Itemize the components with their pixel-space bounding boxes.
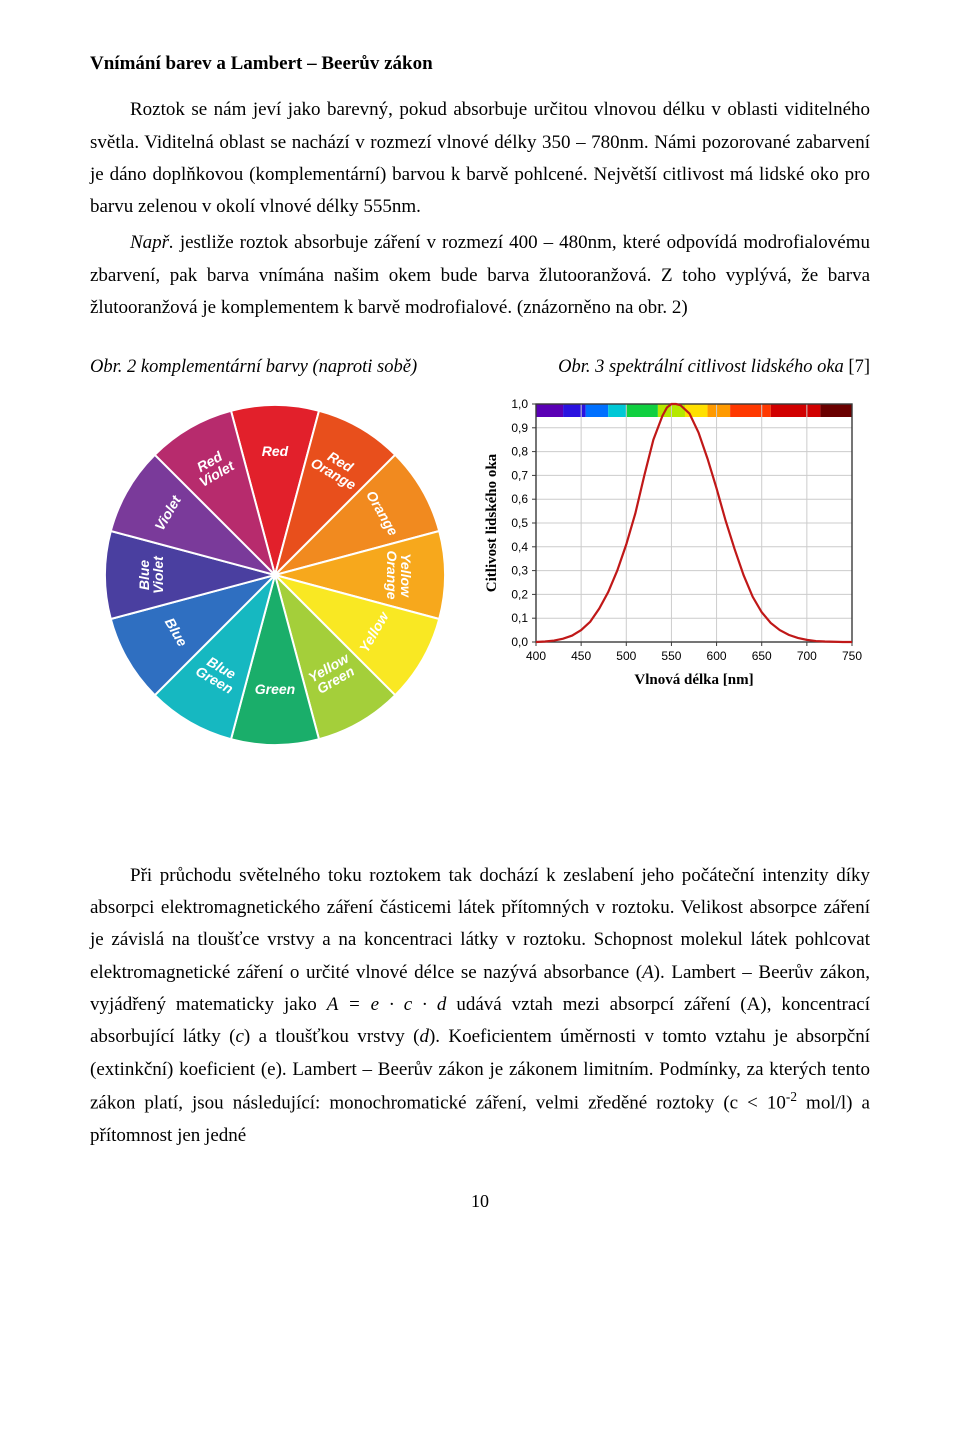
svg-text:600: 600 (707, 649, 727, 663)
svg-text:550: 550 (661, 649, 681, 663)
svg-text:0,3: 0,3 (511, 563, 528, 577)
p2-A-symbol: A (642, 962, 654, 983)
lambert-beer-equation: A = e · c · d (327, 994, 447, 1015)
svg-text:1,0: 1,0 (511, 397, 528, 411)
svg-text:750: 750 (842, 649, 862, 663)
sensitivity-chart-svg: 0,0 0,1 0,2 0,3 0,4 0,5 0,6 0,7 0,8 0,9 1,0 400 450 5… (478, 390, 870, 690)
svg-text:YellowOrange: YellowOrange (384, 550, 414, 599)
figure-caption-right-text: Obr. 3 spektrální citlivost lidského oka (558, 357, 848, 377)
svg-text:0,6: 0,6 (511, 492, 528, 506)
svg-text:Red: Red (262, 443, 289, 459)
svg-text:BlueViolet: BlueViolet (136, 555, 166, 594)
svg-text:0,8: 0,8 (511, 444, 528, 458)
paragraph-2: Při průchodu světelného toku roztokem ta… (90, 860, 870, 1152)
p2-d-symbol: d (419, 1026, 429, 1047)
svg-text:0,4: 0,4 (511, 540, 528, 554)
paragraph-1b-text: jestliže roztok absorbuje záření v rozme… (90, 232, 870, 318)
section-heading: Vnímání barev a Lambert – Beerův zákon (90, 48, 870, 80)
figure-caption-right: Obr. 3 spektrální citlivost lidského oka… (558, 352, 870, 383)
svg-text:700: 700 (797, 649, 817, 663)
svg-text:Vlnová délka [nm]: Vlnová délka [nm] (634, 672, 753, 688)
svg-text:0,1: 0,1 (511, 611, 528, 625)
paragraph-1b: Např. jestliže roztok absorbuje záření v… (90, 227, 870, 324)
svg-text:450: 450 (571, 649, 591, 663)
paragraph-1: Roztok se nám jeví jako barevný, pokud a… (90, 94, 870, 223)
figure-caption-right-ref: [7] (848, 357, 870, 377)
p2-c-symbol: c (235, 1026, 243, 1047)
svg-text:0,0: 0,0 (511, 635, 528, 649)
figure-caption-left: Obr. 2 komplementární barvy (naproti sob… (90, 352, 417, 383)
svg-text:0,5: 0,5 (511, 516, 528, 530)
sensitivity-chart-figure: 0,0 0,1 0,2 0,3 0,4 0,5 0,6 0,7 0,8 0,9 1,0 400 450 5… (478, 390, 870, 690)
page-number: 10 (90, 1186, 870, 1217)
color-wheel-svg: RedRedOrangeOrangeYellowOrangeYellowYell… (90, 390, 460, 760)
p2-part4: ) a tloušťkou vrstvy ( (244, 1026, 420, 1047)
color-wheel-figure: RedRedOrangeOrangeYellowOrangeYellowYell… (90, 390, 460, 760)
svg-text:650: 650 (752, 649, 772, 663)
svg-text:0,9: 0,9 (511, 421, 528, 435)
lead-napr: Např. (130, 232, 174, 253)
p2-exponent: -2 (786, 1089, 797, 1104)
svg-text:500: 500 (616, 649, 636, 663)
svg-text:400: 400 (526, 649, 546, 663)
svg-text:0,7: 0,7 (511, 468, 528, 482)
svg-text:0,2: 0,2 (511, 587, 528, 601)
svg-text:Citlivost lidského oka: Citlivost lidského oka (484, 453, 500, 592)
svg-text:Green: Green (255, 681, 295, 697)
